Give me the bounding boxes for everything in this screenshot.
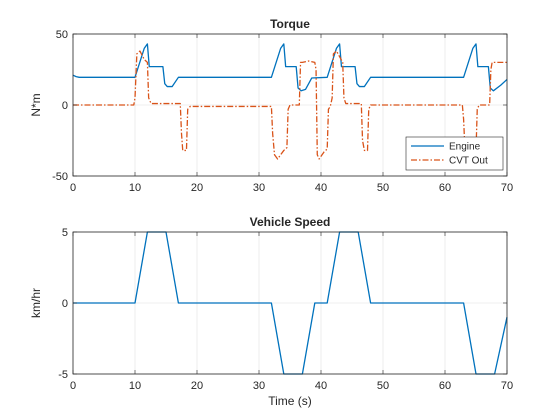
torque-legend: Engine CVT Out <box>405 136 504 171</box>
vehicle-speed-ylabel: km/hr <box>29 288 43 318</box>
legend-box <box>405 136 504 171</box>
vehicle-speed-ticks: 0 10 20 30 40 50 60 70-505 <box>58 227 513 392</box>
x-tick-label: 30 <box>253 380 265 392</box>
y-tick-label: 50 <box>56 29 68 41</box>
y-tick-label: 0 <box>62 298 68 310</box>
legend-cvt-out-label: CVT Out <box>449 156 488 167</box>
x-tick-label: 50 <box>377 380 389 392</box>
vehicle-speed-axes: 0 10 20 30 40 50 60 70-505 Vehicle Speed km/hr … <box>29 215 513 408</box>
legend-engine-label: Engine <box>449 142 481 153</box>
series-line-engine <box>72 43 508 92</box>
vehicle-speed-xlabel: Time (s) <box>268 394 312 408</box>
x-tick-label: 30 <box>253 182 265 194</box>
y-tick-label: 0 <box>62 100 68 112</box>
y-tick-label: 5 <box>62 227 68 239</box>
x-tick-label: 70 <box>501 380 513 392</box>
y-tick-label: -5 <box>58 369 68 381</box>
torque-ylabel: N*m <box>29 93 43 116</box>
y-tick-label: -50 <box>52 171 68 183</box>
x-tick-label: 50 <box>377 182 389 194</box>
vehicle-speed-title: Vehicle Speed <box>250 215 331 229</box>
x-tick-label: 10 <box>129 182 141 194</box>
x-tick-label: 70 <box>501 182 513 194</box>
x-tick-label: 0 <box>70 380 76 392</box>
x-tick-label: 40 <box>315 182 327 194</box>
torque-plot-lines <box>72 43 508 160</box>
x-tick-label: 40 <box>315 380 327 392</box>
x-tick-label: 60 <box>439 380 451 392</box>
x-tick-label: 60 <box>439 182 451 194</box>
x-tick-label: 0 <box>70 182 76 194</box>
torque-title: Torque <box>270 17 310 31</box>
x-tick-label: 20 <box>191 380 203 392</box>
x-tick-label: 20 <box>191 182 203 194</box>
x-tick-label: 10 <box>129 380 141 392</box>
